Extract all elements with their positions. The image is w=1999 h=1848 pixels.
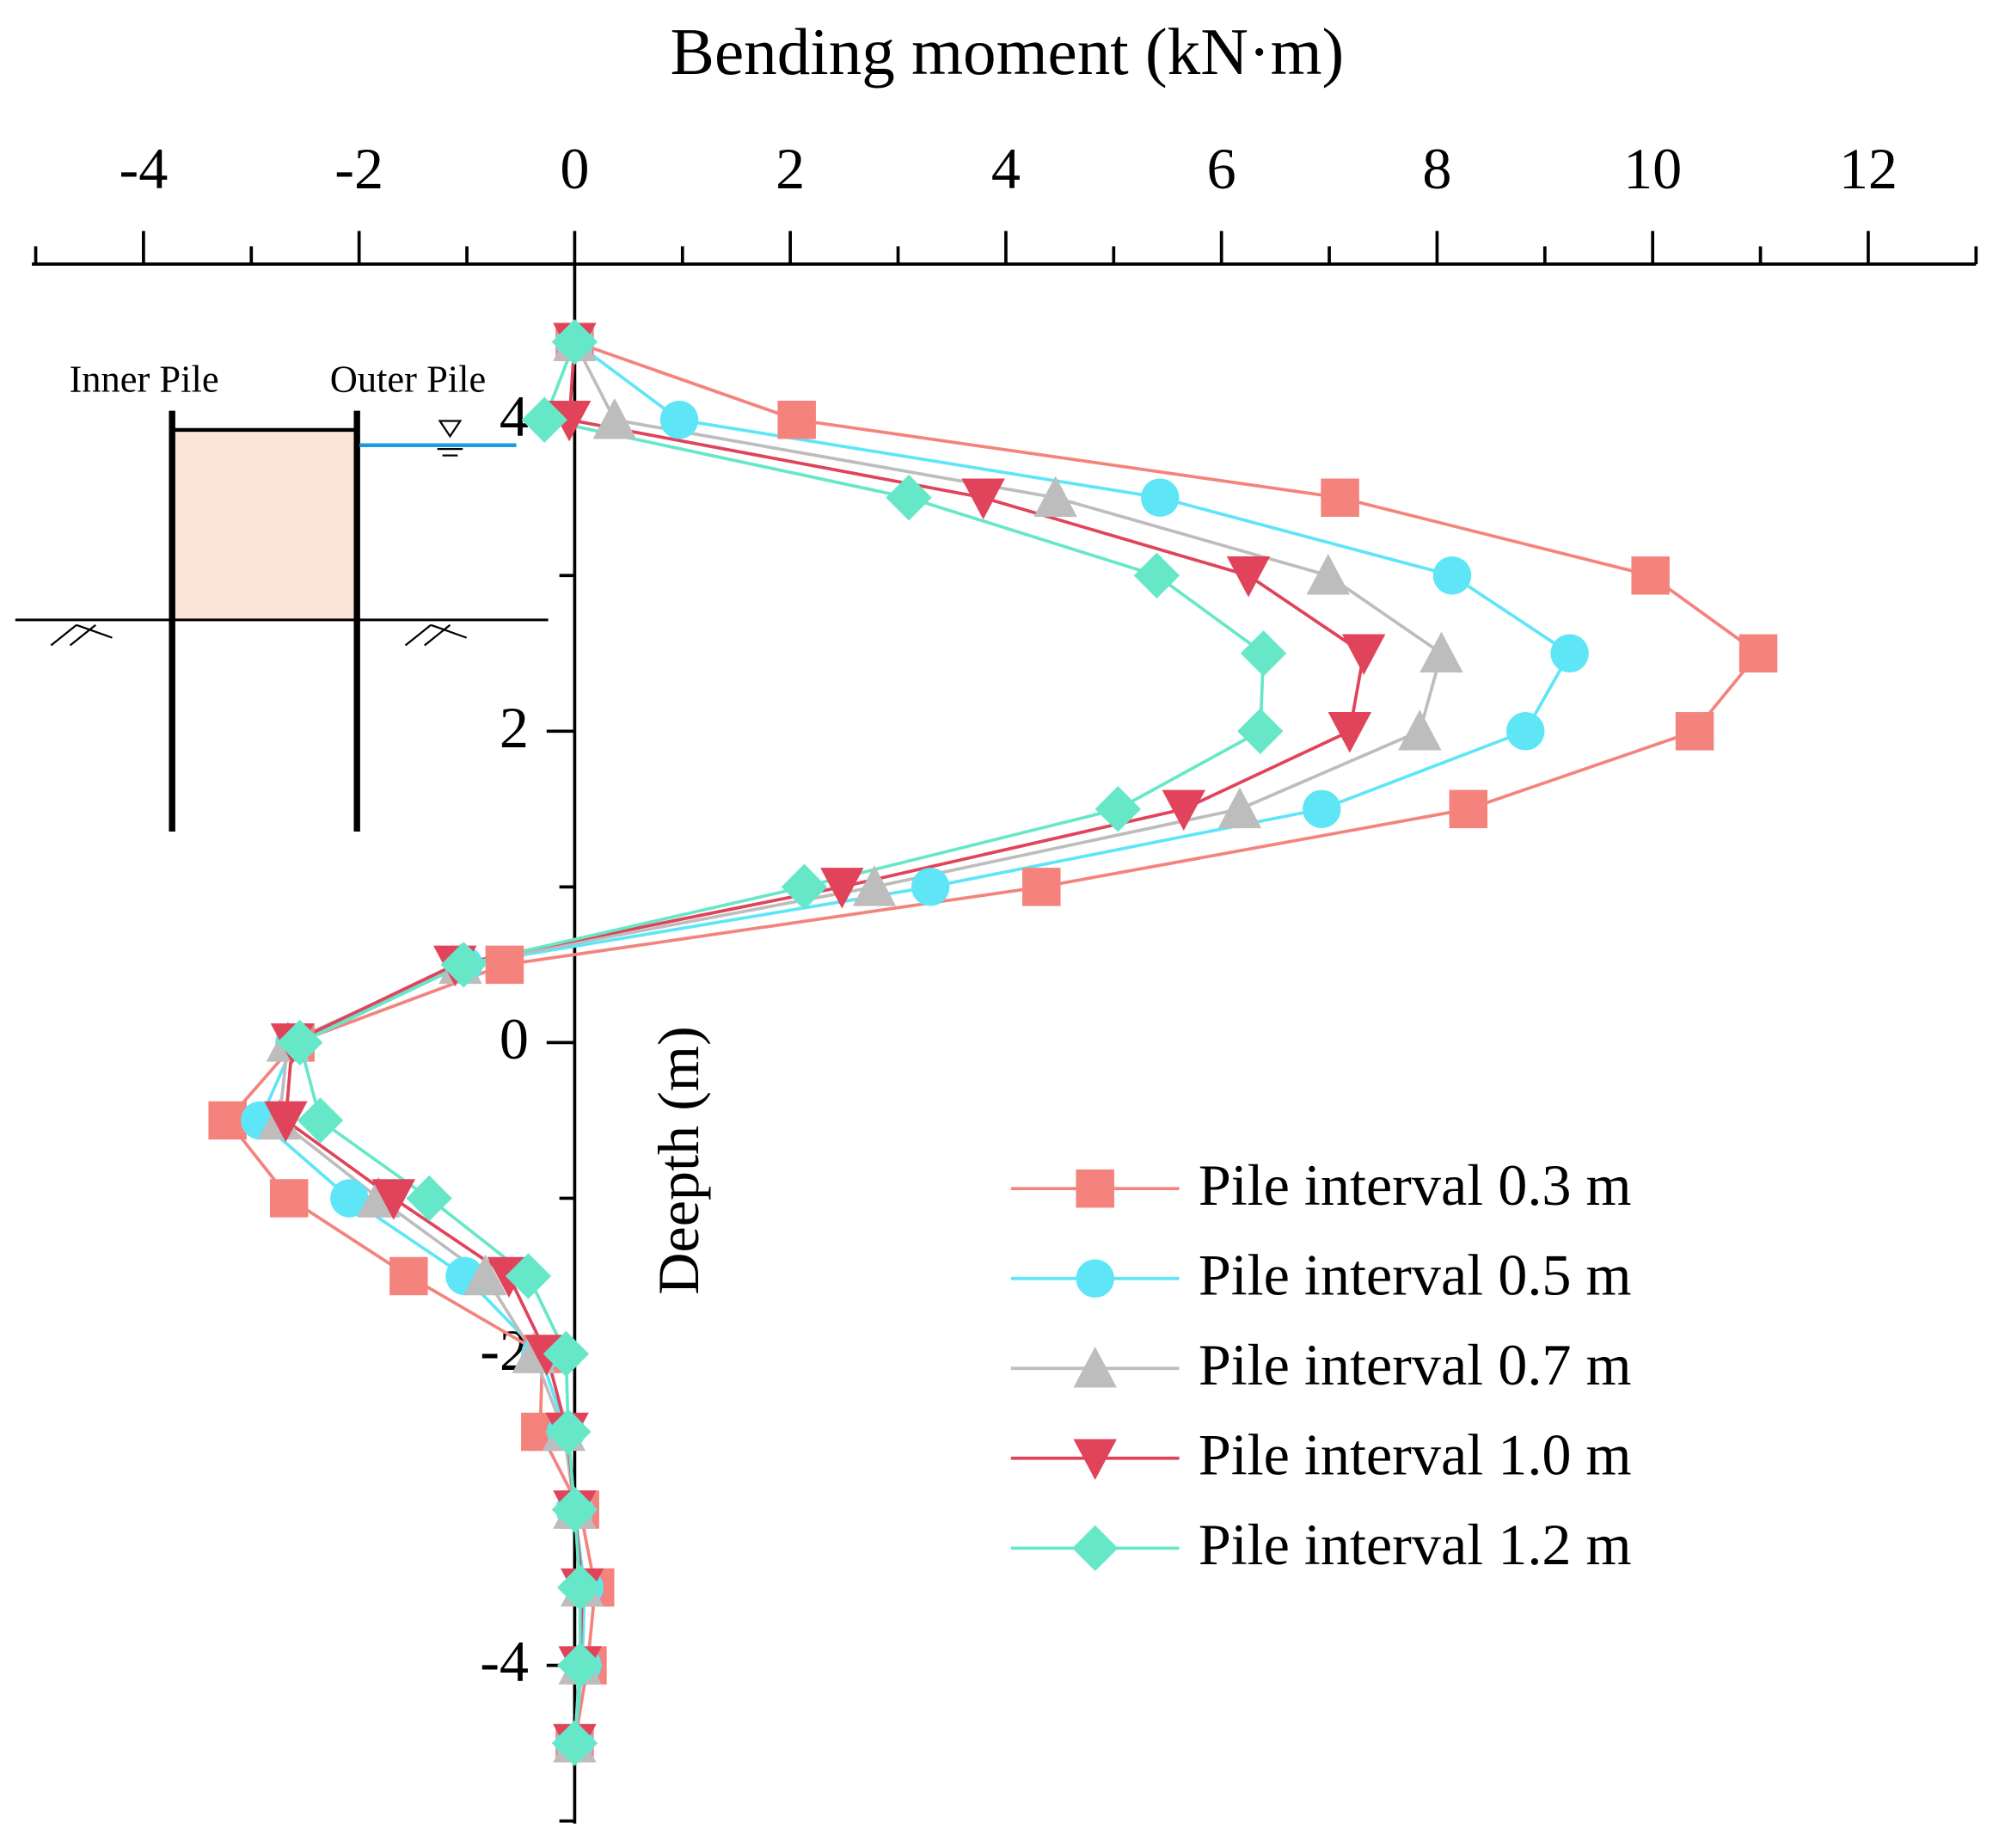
y-axis-label: Deepth (m) [646, 1026, 711, 1294]
legend-marker [1073, 1347, 1117, 1388]
marker [1738, 634, 1778, 673]
series-line [297, 341, 1266, 1744]
marker [543, 1330, 590, 1378]
marker [1237, 708, 1284, 754]
legend-item: Pile interval 0.3 m [1010, 1152, 1632, 1218]
legend-label: Pile interval 0.7 m [1199, 1332, 1632, 1397]
legend-label: Pile interval 1.0 m [1199, 1421, 1632, 1487]
marker [208, 1101, 247, 1140]
y-tick-label: 4 [500, 384, 529, 449]
marker [485, 945, 524, 985]
marker [781, 863, 828, 911]
legend-item: Pile interval 1.2 m [1010, 1512, 1632, 1577]
ground-hatch [50, 623, 113, 647]
legend-marker [1073, 1439, 1117, 1480]
x-tick-label: 0 [560, 136, 589, 201]
marker [269, 1179, 309, 1218]
marker [777, 400, 816, 439]
x-tick-label: 4 [991, 136, 1021, 201]
legend-marker [1076, 1169, 1114, 1208]
legend-label: Pile interval 1.2 m [1199, 1512, 1632, 1577]
marker [1217, 787, 1262, 829]
marker [1226, 556, 1271, 598]
marker [1140, 478, 1180, 517]
legend-label: Pile interval 0.5 m [1199, 1242, 1632, 1307]
marker [371, 1179, 415, 1220]
ground-hatch [404, 623, 468, 647]
marker [330, 1179, 369, 1218]
x-axis-label: Bending moment (kN·m) [671, 15, 1345, 89]
marker [1022, 868, 1061, 906]
marker [1328, 712, 1372, 753]
marker [389, 1256, 428, 1296]
legend-item: Pile interval 0.7 m [1010, 1332, 1632, 1397]
marker [1675, 712, 1714, 751]
marker [1133, 552, 1180, 599]
marker [1095, 786, 1141, 832]
legend-label: Pile interval 0.3 m [1199, 1152, 1632, 1218]
marker [1631, 556, 1670, 595]
marker [1033, 476, 1077, 517]
x-tick-label: 6 [1207, 136, 1236, 201]
x-tick-label: 12 [1839, 136, 1898, 201]
legend-item: Pile interval 1.0 m [1010, 1421, 1632, 1487]
x-tick-label: -4 [119, 136, 168, 201]
water-symbol [437, 420, 463, 457]
marker [1306, 554, 1350, 595]
inset-diagram: Inner Pile Outer Pile [15, 357, 549, 832]
marker [264, 1101, 308, 1143]
x-tick-label: 2 [776, 136, 805, 201]
marker [463, 1254, 507, 1296]
marker [1432, 556, 1472, 595]
marker [505, 1253, 552, 1299]
marker [1341, 634, 1386, 675]
marker [551, 1720, 598, 1766]
marker [521, 396, 567, 443]
marker [1162, 789, 1205, 832]
y-tick-label: 0 [500, 1006, 529, 1071]
marker [1449, 789, 1488, 829]
marker [911, 868, 950, 906]
marker [1398, 709, 1442, 751]
marker [961, 478, 1005, 519]
soil-block [175, 429, 356, 622]
marker [592, 398, 637, 439]
y-tick-label: 2 [500, 695, 529, 760]
legend-item: Pile interval 0.5 m [1010, 1242, 1632, 1307]
marker [1505, 712, 1545, 751]
x-tick-label: -2 [334, 136, 383, 201]
annotation: Outer Pile [330, 357, 487, 400]
marker [551, 1486, 598, 1533]
marker [1321, 478, 1359, 517]
marker [1550, 634, 1589, 673]
marker [297, 1097, 344, 1144]
marker [1420, 631, 1463, 673]
marker [545, 1409, 592, 1455]
marker [820, 868, 864, 909]
marker [852, 865, 897, 906]
legend-marker [1076, 1259, 1114, 1298]
marker [659, 400, 699, 439]
marker [556, 1642, 604, 1689]
x-tick-label: 8 [1422, 136, 1451, 201]
x-tick-label: 10 [1623, 136, 1682, 201]
annotation: Inner Pile [69, 357, 218, 400]
marker [551, 318, 598, 365]
marker [1240, 630, 1287, 677]
marker [1303, 789, 1341, 829]
legend-marker [1072, 1525, 1119, 1572]
y-tick-label: -4 [480, 1629, 529, 1694]
marker [406, 1175, 452, 1222]
